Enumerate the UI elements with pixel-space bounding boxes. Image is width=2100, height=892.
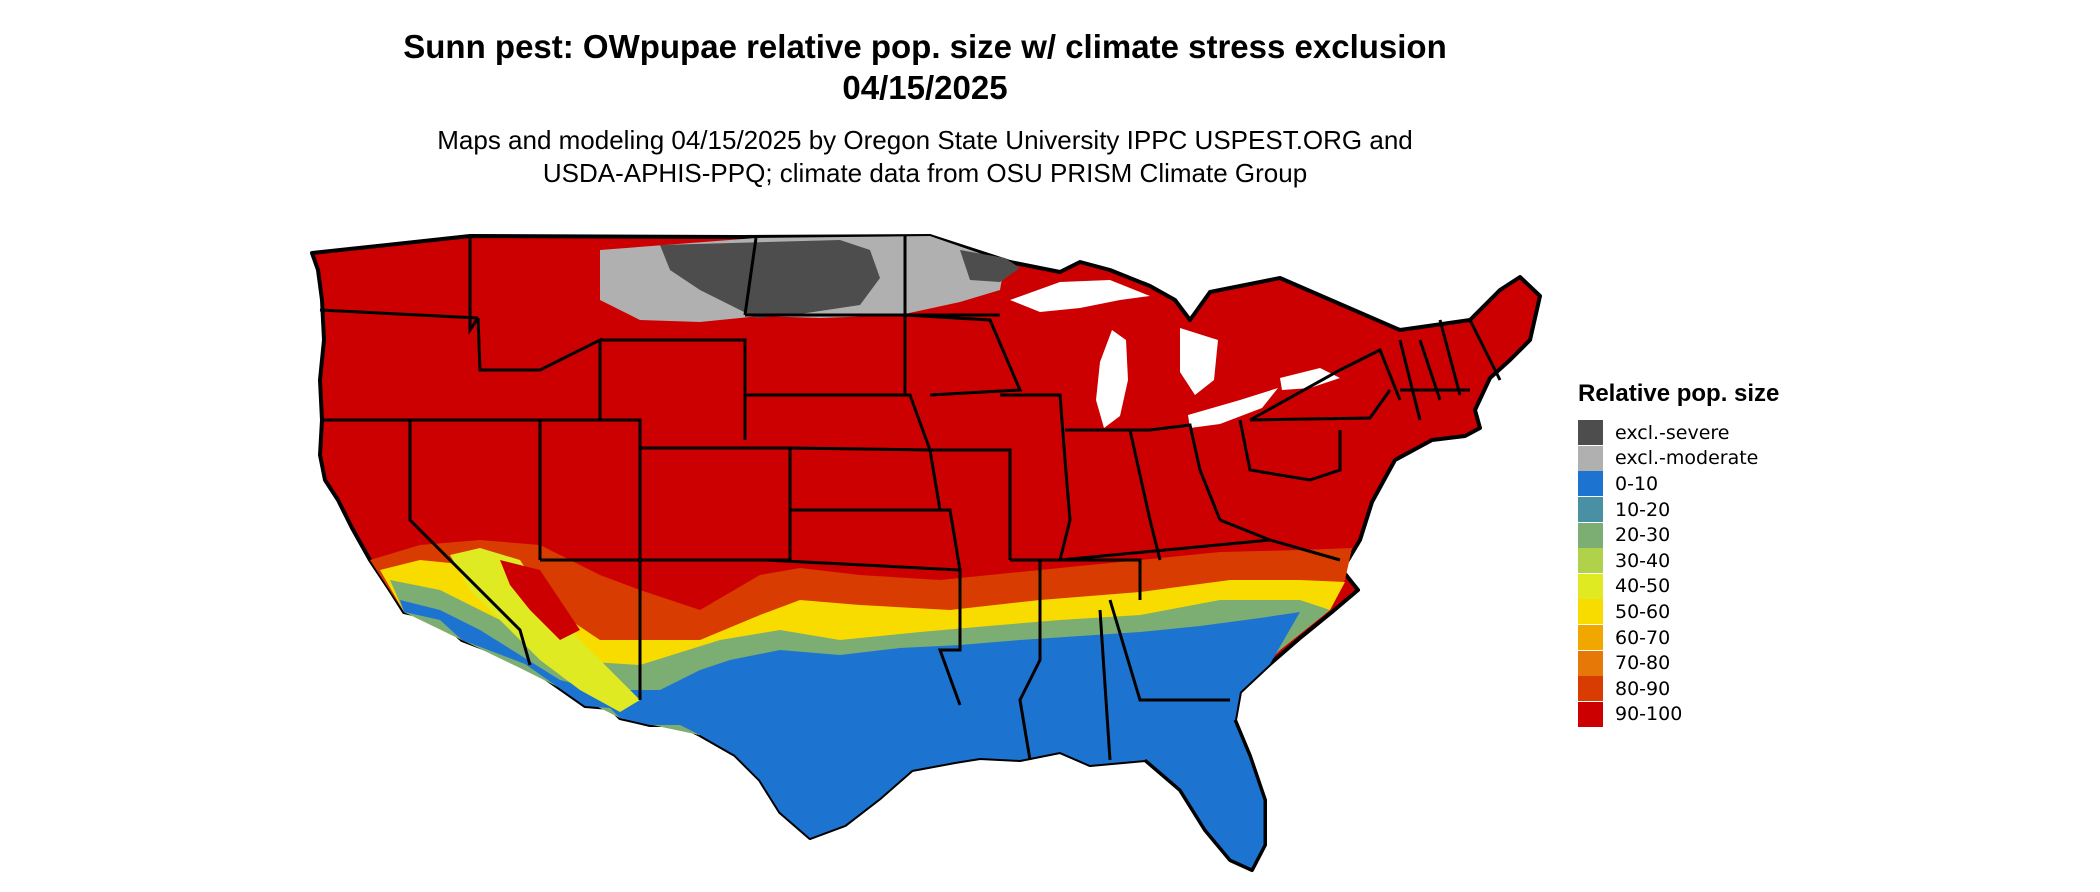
legend-label: 10-20 [1615,498,1671,521]
legend-swatch [1578,650,1603,676]
legend-label: 40-50 [1615,575,1671,598]
legend-swatch [1578,497,1603,523]
legend-item: 0-10 [1578,471,1779,497]
us-map [310,234,1542,872]
legend-item: excl.-moderate [1578,445,1779,472]
legend-label: 80-90 [1615,677,1671,700]
legend-item: 30-40 [1578,548,1779,574]
lake-ontario [1280,368,1340,390]
subtitle-line-2: USDA-APHIS-PPQ; climate data from OSU PR… [542,158,1308,188]
map-subtitle: Maps and modeling 04/15/2025 by Oregon S… [0,124,1850,190]
legend-label: 90-100 [1615,703,1683,726]
legend-label: 0-10 [1615,472,1659,495]
desert-red [500,560,580,640]
exclusion-severe-north [660,240,880,318]
legend-swatch [1578,625,1603,651]
legend-swatch [1578,522,1603,548]
legend-item: excl.-severe [1578,420,1779,446]
legend-swatch [1578,445,1603,471]
legend-label: excl.-moderate [1615,447,1759,470]
legend: Relative pop. size excl.-severe excl.-mod… [1578,380,1779,727]
legend-items: excl.-severe excl.-moderate 0-10 10-20 20-30… [1578,420,1779,727]
map-title: Sunn pest: OWpupae relative pop. size w/… [0,26,1850,108]
legend-item: 90-100 [1578,701,1779,728]
legend-label: 70-80 [1615,652,1671,675]
legend-swatch [1578,599,1603,625]
legend-item: 50-60 [1578,599,1779,625]
legend-label: excl.-severe [1615,421,1730,444]
legend-swatch [1578,701,1603,727]
lake-erie [1188,388,1278,428]
legend-item: 40-50 [1578,573,1779,600]
legend-item: 80-90 [1578,676,1779,702]
subtitle-line-1: Maps and modeling 04/15/2025 by Oregon S… [437,125,1413,155]
legend-item: 10-20 [1578,497,1779,523]
legend-swatch [1578,471,1603,497]
exclusion-severe-mn [960,250,1020,282]
desert-mixed [450,548,640,712]
lake-superior [1010,280,1150,312]
legend-item: 70-80 [1578,650,1779,676]
legend-label: 20-30 [1615,524,1671,547]
legend-swatch [1578,548,1603,574]
legend-swatch [1578,573,1603,599]
legend-item: 20-30 [1578,522,1779,548]
band-0-10 [400,600,1300,870]
title-line-2: 04/15/2025 [842,69,1008,106]
legend-swatch [1578,420,1603,446]
legend-swatch [1578,676,1603,702]
lake-huron [1180,328,1218,395]
state-borders [319,236,1502,761]
legend-label: 60-70 [1615,626,1671,649]
lake-michigan [1096,330,1128,428]
legend-label: 50-60 [1615,600,1671,623]
florida-outline [1144,719,1267,872]
legend-title: Relative pop. size [1578,380,1780,407]
legend-item: 60-70 [1578,625,1779,651]
title-line-1: Sunn pest: OWpupae relative pop. size w/… [403,28,1447,65]
legend-label: 30-40 [1615,549,1671,572]
